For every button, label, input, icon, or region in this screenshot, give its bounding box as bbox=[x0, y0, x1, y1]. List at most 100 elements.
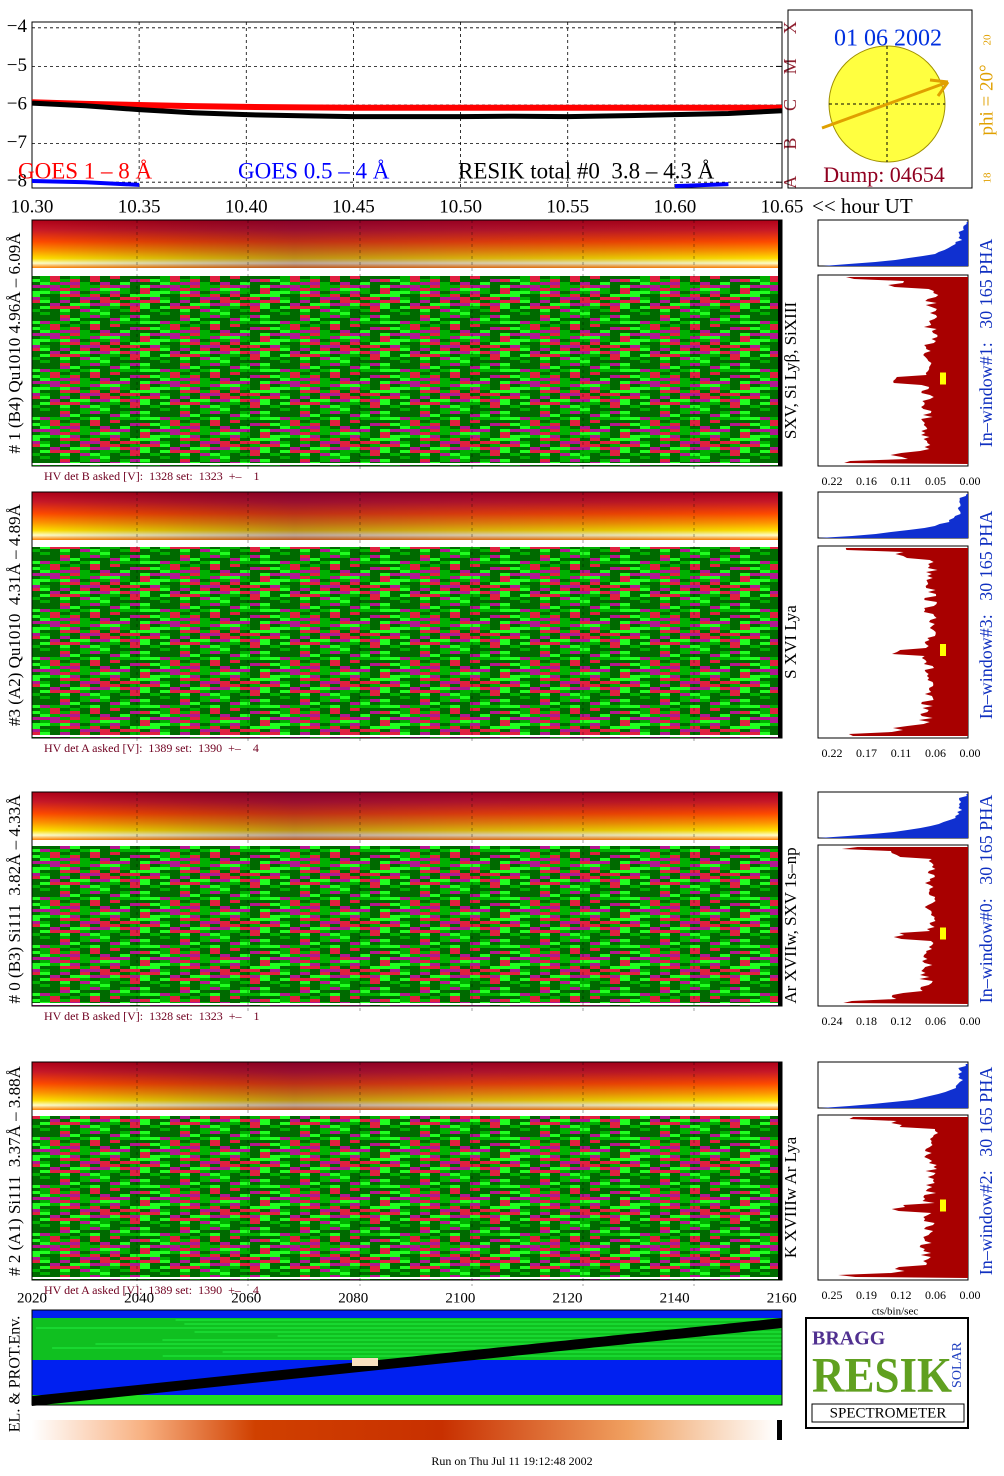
phi-scale: 18 bbox=[982, 172, 994, 184]
hist-tick-label: 0.06 bbox=[925, 746, 946, 760]
line-label: Ar XVIIw, SXV 1s–np bbox=[781, 847, 800, 1003]
env-label: EL. & PROT.Env. bbox=[7, 1316, 24, 1432]
series-line bbox=[31, 179, 729, 189]
env-tick-label: 2040 bbox=[124, 1290, 154, 1306]
y2-tick-label: B bbox=[780, 138, 800, 150]
heat-shade bbox=[32, 492, 782, 540]
hist-window bbox=[845, 548, 968, 736]
env-tick-label: 2080 bbox=[338, 1290, 368, 1306]
hist-tick-label: 0.00 bbox=[960, 1014, 981, 1028]
y-tick-label: −8 bbox=[7, 171, 27, 192]
env-strip-end bbox=[777, 1420, 782, 1440]
hist-tick-label: 0.06 bbox=[925, 1014, 946, 1028]
spectrogram bbox=[32, 275, 782, 466]
hist-pha bbox=[822, 222, 968, 266]
phi-scale: 20 bbox=[982, 34, 994, 46]
hist-tick-label: 0.12 bbox=[891, 1288, 912, 1302]
env-green bbox=[32, 1395, 782, 1405]
heat-shade bbox=[32, 792, 782, 840]
hist-marker bbox=[940, 644, 946, 656]
hv-label: HV det A asked [V]: 1389 set: 1390 +– 4 bbox=[44, 741, 259, 755]
logo-top: BRAGG bbox=[812, 1328, 886, 1350]
sun-frame bbox=[787, 9, 973, 189]
hist-tick-label: 0.05 bbox=[925, 474, 946, 488]
panel-bar bbox=[778, 792, 782, 1006]
env-tick-label: 2120 bbox=[553, 1290, 583, 1306]
hist-marker bbox=[940, 372, 946, 385]
x-tick-label: 10.50 bbox=[439, 196, 482, 217]
panel-bar bbox=[778, 492, 782, 738]
legend-entry: RESIK total #0 3.8 – 4.3 Å bbox=[458, 158, 715, 183]
logo-word: RESIK bbox=[812, 1346, 952, 1402]
arrow-head bbox=[929, 78, 950, 97]
window-label: In–window#1: 30 165 PHA bbox=[976, 239, 996, 448]
logo-bottom: SPECTROMETER bbox=[830, 1405, 947, 1421]
spectrogram bbox=[32, 546, 782, 738]
detector-label: # 0 (B3) Si111 3.82Å – 4.33Å bbox=[5, 794, 24, 1004]
env-marker bbox=[352, 1358, 378, 1366]
y-tick-label: −6 bbox=[7, 93, 27, 114]
hist-pha bbox=[820, 1064, 968, 1108]
window-label: In–window#2: 30 165 PHA bbox=[976, 1067, 996, 1276]
hist-marker bbox=[940, 1199, 946, 1212]
y2-tick-label: X bbox=[780, 21, 800, 34]
hist-tick-label: 0.11 bbox=[891, 746, 912, 760]
detector-label: #3 (A2) Qu1010 4.31Å – 4.89Å bbox=[5, 503, 24, 726]
window-label: In–window#3: 30 165 PHA bbox=[976, 511, 996, 720]
hist-pha bbox=[818, 794, 968, 838]
hist-marker bbox=[940, 927, 946, 940]
logo-band bbox=[811, 1403, 965, 1423]
hist-tick-label: 0.00 bbox=[960, 746, 981, 760]
hist-tick-label: 0.25 bbox=[822, 1288, 843, 1302]
logo-side: SOLAR bbox=[950, 1341, 965, 1388]
x-axis-label: << hour UT bbox=[812, 194, 913, 218]
hist-unit: cts/bin/sec bbox=[872, 1306, 919, 1318]
hist-tick-label: 0.16 bbox=[856, 474, 877, 488]
hist-tick-label: 0.24 bbox=[822, 1014, 843, 1028]
x-tick-label: 10.65 bbox=[761, 196, 804, 217]
hist-window bbox=[841, 847, 968, 1004]
env-frame bbox=[31, 1309, 783, 1406]
dump-label: Dump: 04654 bbox=[823, 162, 945, 187]
x-tick-label: 10.40 bbox=[225, 196, 268, 217]
hv-label: HV det A asked [V]: 1389 set: 1390 +– 4 bbox=[44, 1283, 259, 1297]
y2-tick-label: C bbox=[780, 99, 800, 111]
panel-bar bbox=[778, 220, 782, 466]
env-tick-label: 2060 bbox=[231, 1290, 261, 1306]
detector-label: # 2 (A1) Si111 3.37Å – 3.88Å bbox=[5, 1065, 24, 1276]
x-tick-label: 10.30 bbox=[11, 196, 54, 217]
x-tick-label: 10.35 bbox=[118, 196, 161, 217]
x-tick-label: 10.45 bbox=[332, 196, 375, 217]
hist-tick-label: 0.17 bbox=[856, 746, 877, 760]
hist-tick-label: 0.00 bbox=[960, 1288, 981, 1302]
hist-tick-label: 0.22 bbox=[822, 746, 843, 760]
hist-tick-label: 0.00 bbox=[960, 474, 981, 488]
footer: Run on Thu Jul 11 19:12:48 2002 bbox=[431, 1454, 592, 1468]
line-label: K XVIIIw Ar Lya bbox=[781, 1136, 800, 1258]
heat-shade bbox=[32, 220, 782, 268]
y-tick-label: −4 bbox=[7, 16, 28, 37]
y2-tick-label: M bbox=[780, 58, 800, 74]
heat-shade bbox=[32, 1062, 782, 1110]
hv-label: HV det B asked [V]: 1328 set: 1323 +– 1 bbox=[44, 469, 260, 483]
y-tick-label: −5 bbox=[7, 55, 27, 76]
line-label: SXV, Si Lyβ, SiXIII bbox=[781, 302, 800, 440]
sun-date: 01 06 2002 bbox=[834, 26, 942, 52]
hist-tick-label: 0.06 bbox=[925, 1288, 946, 1302]
legend-entry: GOES 0.5 – 4 Å bbox=[238, 158, 390, 183]
detector-label: # 1 (B4) Qu1010 4.96Å – 6.09Å bbox=[5, 232, 24, 454]
hist-tick-label: 0.22 bbox=[822, 474, 843, 488]
hist-pha bbox=[818, 494, 968, 538]
hist-tick-label: 0.19 bbox=[856, 1288, 877, 1302]
y2-tick-label: A bbox=[780, 176, 800, 189]
series-line bbox=[31, 99, 782, 111]
spectrogram bbox=[32, 845, 782, 1006]
hist-window bbox=[838, 1117, 968, 1278]
x-tick-label: 10.60 bbox=[653, 196, 696, 217]
hv-label: HV det B asked [V]: 1328 set: 1323 +– 1 bbox=[44, 1009, 260, 1023]
hist-tick-label: 0.18 bbox=[856, 1014, 877, 1028]
line-label: S XVI Lya bbox=[781, 605, 800, 679]
x-tick-label: 10.55 bbox=[546, 196, 589, 217]
series-line bbox=[31, 100, 783, 120]
